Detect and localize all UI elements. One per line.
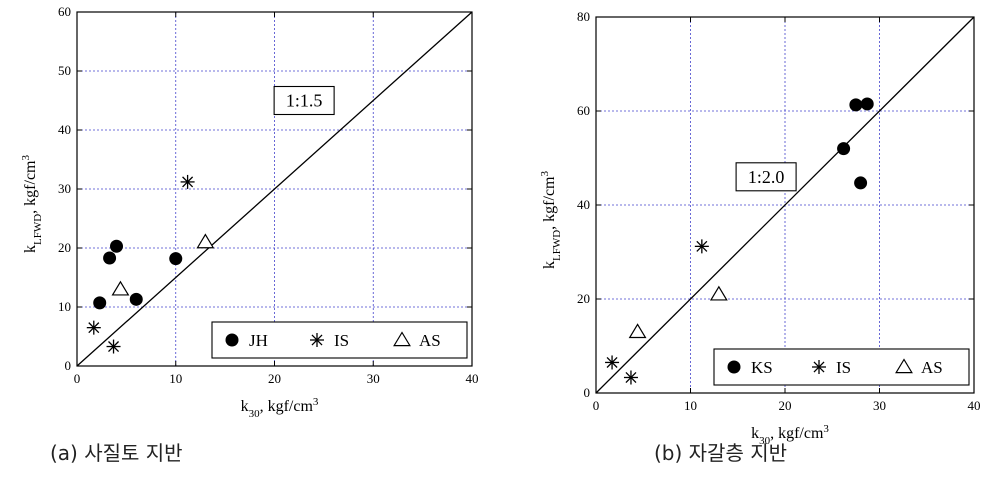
chart-a-point-as-0 <box>111 280 130 296</box>
chart-b-series-is <box>605 239 709 385</box>
chart-a-point-is-2 <box>180 174 195 189</box>
chart-a-ratio-box <box>273 85 335 116</box>
chart-a-ylabel-sub: LFWD <box>32 214 44 245</box>
chart-a-ratio-annotation: 1:1.5 <box>273 85 335 116</box>
chart-b-legend-box <box>713 348 970 386</box>
chart-a-ylabel-sup: 3 <box>20 155 32 161</box>
chart-b-reference-line <box>595 16 975 394</box>
chart-b-xtick-label: 20 <box>779 398 792 413</box>
chart-b-ylabel-rest: , kgf/cm <box>541 176 558 230</box>
chart-a-xlabel-main: k <box>241 398 249 415</box>
chart-b-ratio-label: 1:2.0 <box>748 167 785 187</box>
chart-b-xlabel-main: k <box>751 425 759 442</box>
chart-a-legend-box <box>211 321 468 359</box>
chart-b-ylabel-main: k <box>541 261 558 269</box>
chart-b-xlabel-sup: 3 <box>823 423 829 435</box>
chart-a-ytick-label: 40 <box>58 122 71 137</box>
chart-a-reference-line <box>76 11 473 367</box>
chart-b-legend: KS IS AS <box>713 348 970 386</box>
chart-a-series-jh <box>93 239 183 310</box>
chart-a-series-as <box>111 233 215 296</box>
chart-b-legend-marker-is <box>812 360 826 374</box>
chart-b-xtick-label: 30 <box>873 398 886 413</box>
chart-a-point-is-0 <box>86 320 101 335</box>
caption-b: (b) 자갈층 지반 <box>654 441 788 465</box>
chart-a-point-jh-2 <box>110 239 123 253</box>
chart-b-point-ks-0 <box>837 142 851 156</box>
chart-a-ytick-label: 50 <box>58 63 71 78</box>
chart-a-xlabel-rest: , kgf/cm <box>260 398 314 415</box>
chart-b-series-ks <box>837 97 874 190</box>
chart-a-legend-label-as: AS <box>419 331 441 350</box>
chart-b-point-is-2 <box>694 239 709 254</box>
chart-a-ylabel: kLFWD, kgf/cm3 <box>20 155 44 254</box>
chart-b-xlabel: k30, kgf/cm3 <box>751 423 829 447</box>
chart-b-legend-label-ks: KS <box>751 358 773 377</box>
chart-b-ytick-label: 20 <box>577 291 590 306</box>
chart-a-legend-marker-as <box>393 331 411 347</box>
chart-b-point-ks-1 <box>849 98 863 112</box>
chart-b-legend-marker-as <box>895 358 913 374</box>
chart-a-point-jh-0 <box>93 296 107 310</box>
chart-a-xlabel-sup: 3 <box>313 396 319 408</box>
chart-b-xtick-label: 40 <box>968 398 981 413</box>
chart-b-xtick-label: 0 <box>593 398 600 413</box>
chart-b-ytick-label: 80 <box>577 9 590 24</box>
chart-a-xtick-label: 20 <box>268 371 281 386</box>
chart-b-legend-marker-ks <box>727 360 741 374</box>
chart-b-point-as-1 <box>709 285 728 301</box>
chart-a-xtick-label: 10 <box>169 371 182 386</box>
chart-a-xtick-label: 40 <box>466 371 479 386</box>
chart-a-point-jh-1 <box>103 251 117 265</box>
chart-b-ticks: 0 10 20 30 40 0 20 40 60 80 <box>577 9 981 413</box>
chart-a-ytick-label: 10 <box>58 299 71 314</box>
chart-a-xtick-label: 30 <box>367 371 380 386</box>
chart-b-ratio-box <box>735 162 797 192</box>
chart-a-ytick-label: 0 <box>65 358 72 373</box>
chart-a-point-as-1 <box>196 233 215 249</box>
chart-b-point-is-0 <box>605 355 620 370</box>
chart-a-ticks: 0 10 20 30 40 0 10 20 30 40 50 60 <box>58 4 479 386</box>
chart-b-ylabel-sup: 3 <box>539 171 551 177</box>
chart-a-ytick-label: 20 <box>58 240 71 255</box>
chart-b-ytick-label: 0 <box>584 385 591 400</box>
chart-b-ylabel: kLFWD, kgf/cm3 <box>539 171 563 270</box>
caption-a: (a) 사질토 지반 <box>50 441 183 465</box>
chart-a-series-is <box>86 174 195 354</box>
chart-b-point-ks-2 <box>854 176 868 190</box>
chart-a-ylabel-rest: , kgf/cm <box>22 160 39 214</box>
chart-b-xlabel-rest: , kgf/cm <box>770 425 824 442</box>
chart-a-legend: JH IS AS <box>211 321 468 359</box>
chart-a-point-jh-4 <box>169 252 183 266</box>
chart-a-legend-label-is: IS <box>334 331 349 350</box>
chart-b-xlabel-sub: 30 <box>759 435 771 447</box>
chart-a-ratio-label: 1:1.5 <box>286 91 323 111</box>
chart-a-ytick-label: 30 <box>58 181 71 196</box>
chart-a-ytick-label: 60 <box>58 4 71 19</box>
chart-b-xtick-label: 10 <box>684 398 697 413</box>
chart-b-legend-label-as: AS <box>921 358 943 377</box>
chart-a-xlabel-sub: 30 <box>249 408 261 420</box>
chart-a-legend-marker-is <box>310 333 324 347</box>
chart-a-legend-marker-jh <box>225 333 239 347</box>
chart-a-xtick-label: 0 <box>74 371 81 386</box>
chart-a-point-is-1 <box>106 339 121 354</box>
chart-b-ylabel-sub: LFWD <box>551 230 563 261</box>
chart-a-legend-label-jh: JH <box>249 331 268 350</box>
chart-a-ylabel-main: k <box>22 245 39 253</box>
chart-a-xlabel: k30, kgf/cm3 <box>241 396 319 420</box>
chart-b-ytick-label: 40 <box>577 197 590 212</box>
chart-a-point-jh-3 <box>129 292 143 306</box>
chart-b-point-ks-3 <box>860 97 874 111</box>
chart-b-point-as-0 <box>628 323 647 339</box>
chart-b-ratio-annotation: 1:2.0 <box>735 162 797 192</box>
chart-b-legend-label-is: IS <box>836 358 851 377</box>
chart-b-ytick-label: 60 <box>577 103 590 118</box>
chart-b-series-as <box>628 285 728 339</box>
chart-b-point-is-1 <box>623 370 638 385</box>
